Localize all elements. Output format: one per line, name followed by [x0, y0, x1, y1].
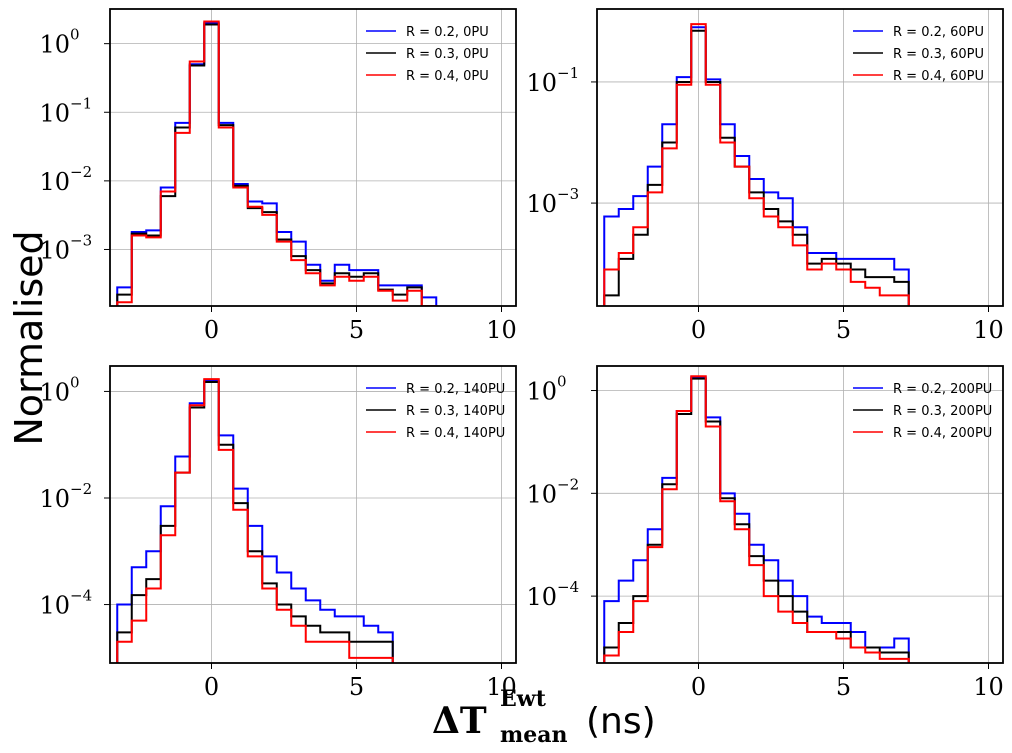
legend: R = 0.2, 60PU R = 0.3, 60PU R = 0.4, 60PU — [853, 25, 984, 84]
x-tick-label: 10 — [973, 316, 1004, 344]
y-tick-exponent: −1 — [557, 64, 579, 82]
y-tick-exponent: −3 — [557, 185, 579, 203]
legend-label: R = 0.2, 0PU — [406, 25, 489, 40]
legend: R = 0.2, 140PU R = 0.3, 140PU R = 0.4, 140… — [366, 382, 505, 441]
x-tick-label: 0 — [204, 673, 219, 701]
histogram-series-r04 — [116, 20, 438, 306]
y-tick-exponent: 0 — [70, 26, 80, 44]
y-tick-exponent: −2 — [70, 480, 92, 498]
legend-label: R = 0.2, 200PU — [893, 382, 992, 397]
x-tick-label: 10 — [486, 316, 517, 344]
y-tick-label: 10 — [39, 236, 70, 264]
y-tick-label: 10 — [39, 485, 70, 513]
x-axis-label-superscript: Ewt — [500, 686, 547, 712]
legend: R = 0.2, 200PU R = 0.3, 200PU R = 0.4, 200… — [853, 382, 992, 441]
legend-label: R = 0.3, 60PU — [893, 47, 984, 62]
x-axis-label-unit: (ns) — [586, 701, 656, 742]
histogram-series-r02 — [116, 22, 438, 306]
histogram-series-r02 — [116, 379, 394, 663]
y-tick-exponent: −2 — [557, 475, 579, 493]
y-tick-label: 10 — [39, 378, 70, 406]
legend: R = 0.2, 0PU R = 0.3, 0PU R = 0.4, 0PU — [366, 25, 489, 84]
histogram-series-r02 — [603, 26, 910, 306]
x-tick-label: 5 — [349, 673, 364, 701]
x-tick-label: 10 — [973, 673, 1004, 701]
histogram-series-r04 — [603, 23, 910, 306]
x-tick-label: 5 — [349, 316, 364, 344]
legend-label: R = 0.4, 0PU — [406, 69, 489, 84]
x-axis-label: ΔT Ewt mean (ns) — [432, 686, 656, 748]
x-tick-label: 0 — [691, 316, 706, 344]
x-tick-label: 5 — [836, 316, 851, 344]
legend-label: R = 0.3, 140PU — [406, 404, 505, 419]
y-tick-exponent: −2 — [70, 163, 92, 181]
y-tick-label: 10 — [526, 378, 557, 406]
y-axis-label: Normalised — [7, 230, 51, 445]
histogram-series-r03 — [603, 377, 910, 663]
y-tick-label: 10 — [526, 583, 557, 611]
y-tick-exponent: −4 — [557, 578, 579, 596]
histogram-series-r04 — [116, 378, 394, 663]
y-tick-label: 10 — [39, 168, 70, 196]
y-tick-exponent: 0 — [557, 373, 567, 391]
histogram-series-r02 — [603, 376, 910, 663]
legend-label: R = 0.3, 200PU — [893, 404, 992, 419]
axes-frame — [596, 8, 1004, 307]
x-axis-label-symbol: ΔT — [432, 700, 487, 742]
y-tick-exponent: −1 — [70, 94, 92, 112]
axes-frame — [109, 365, 517, 664]
x-axis-label-subscript: mean — [500, 722, 568, 748]
x-tick-label: 5 — [836, 673, 851, 701]
y-tick-exponent: 0 — [70, 373, 80, 391]
y-tick-label: 10 — [526, 69, 557, 97]
y-tick-label: 10 — [39, 592, 70, 620]
histogram-series-r03 — [116, 23, 438, 306]
axes-frame — [109, 8, 517, 307]
histogram-series-r04 — [603, 375, 910, 663]
y-tick-exponent: −3 — [70, 231, 92, 249]
legend-label: R = 0.4, 60PU — [893, 69, 984, 84]
legend-label: R = 0.4, 200PU — [893, 426, 992, 441]
histogram-series-r03 — [603, 29, 910, 306]
y-tick-label: 10 — [526, 190, 557, 218]
axes-frame — [596, 365, 1004, 664]
legend-label: R = 0.4, 140PU — [406, 426, 505, 441]
x-tick-label: 0 — [691, 673, 706, 701]
legend-label: R = 0.3, 0PU — [406, 47, 489, 62]
x-tick-label: 10 — [486, 673, 517, 701]
legend-label: R = 0.2, 140PU — [406, 382, 505, 397]
x-tick-label: 0 — [204, 316, 219, 344]
legend-label: R = 0.2, 60PU — [893, 25, 984, 40]
y-tick-label: 10 — [526, 480, 557, 508]
y-tick-label: 10 — [39, 31, 70, 59]
y-tick-label: 10 — [39, 99, 70, 127]
y-tick-exponent: −4 — [70, 587, 92, 605]
